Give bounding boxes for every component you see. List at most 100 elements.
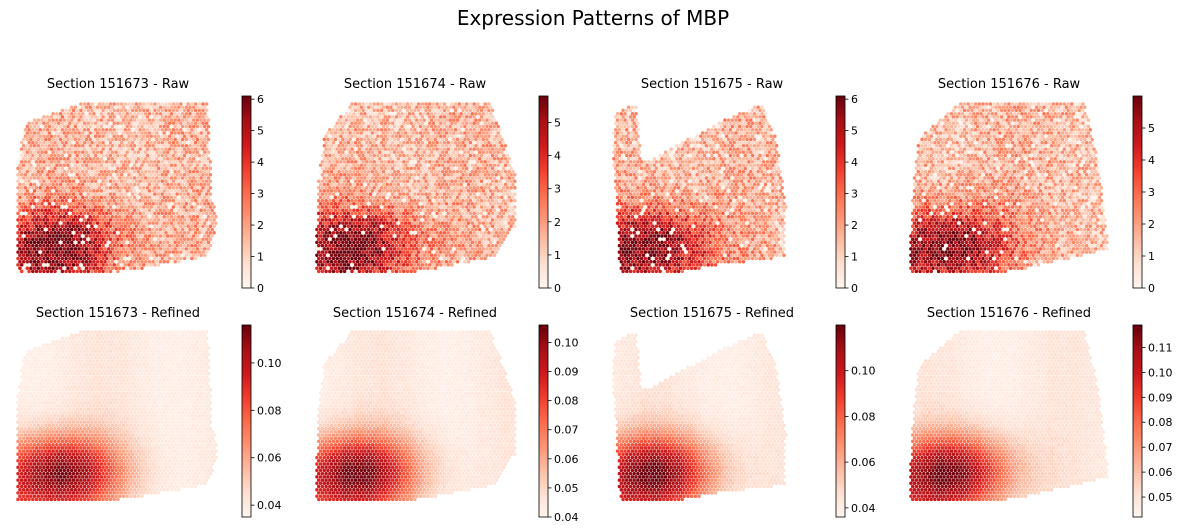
spot [143, 163, 148, 167]
spot [82, 185, 87, 190]
spot [186, 160, 190, 164]
spot [372, 173, 376, 177]
spot [348, 124, 352, 129]
spot [407, 124, 412, 129]
spot [127, 263, 131, 267]
spot [494, 205, 499, 209]
spot [411, 150, 415, 155]
spot [204, 218, 209, 222]
spot [156, 128, 161, 132]
spot [481, 163, 486, 167]
spot [333, 182, 338, 187]
spot [357, 198, 362, 203]
spot [180, 189, 185, 193]
spot [86, 140, 91, 145]
spot [75, 140, 79, 145]
spot [99, 182, 104, 187]
spot [387, 173, 391, 177]
spot [171, 173, 176, 177]
spot [409, 185, 413, 190]
spot [49, 160, 54, 164]
spot [341, 131, 345, 135]
spot [53, 134, 57, 138]
spot [58, 266, 63, 270]
spot [331, 185, 336, 190]
spot [199, 111, 203, 116]
spot [21, 144, 26, 148]
spot [136, 118, 141, 122]
spot [444, 208, 449, 212]
spot [392, 189, 397, 193]
spot [402, 243, 406, 248]
spot [488, 111, 493, 116]
spot [474, 150, 478, 155]
spot [134, 153, 139, 158]
spot [483, 211, 487, 216]
spot [166, 247, 170, 251]
spot [110, 111, 115, 116]
spot [155, 208, 159, 212]
spot [93, 160, 98, 164]
spot [450, 237, 454, 241]
spot [116, 198, 120, 203]
spot [36, 169, 41, 174]
spot [77, 131, 81, 135]
spot [155, 195, 159, 200]
spot [392, 221, 397, 225]
spot [49, 218, 54, 222]
spot [18, 259, 22, 264]
spot [108, 160, 113, 164]
spot [487, 231, 491, 235]
spot [34, 192, 39, 196]
spot [376, 243, 380, 248]
spot [505, 160, 510, 164]
spot [206, 118, 211, 122]
spot [344, 163, 349, 167]
spot [199, 189, 203, 193]
spot [427, 192, 432, 196]
spot [191, 240, 196, 245]
spot [132, 111, 137, 116]
spot [509, 160, 513, 164]
spot [134, 224, 139, 229]
spot [151, 221, 155, 225]
spot [353, 108, 358, 113]
spot [487, 102, 491, 106]
panel-title: Section 151674 - Raw [344, 77, 487, 92]
spot [415, 144, 419, 148]
spot [93, 185, 98, 190]
spot [112, 243, 116, 248]
spot [403, 150, 408, 155]
spot [494, 147, 499, 151]
spot [36, 259, 41, 264]
spot [160, 179, 165, 184]
spot [468, 231, 473, 235]
spot [494, 140, 499, 145]
spot [123, 179, 128, 184]
spot [92, 176, 96, 180]
spot [376, 147, 380, 151]
spot [457, 166, 462, 171]
spot [407, 227, 412, 232]
spot [350, 147, 354, 151]
spot [439, 147, 443, 151]
spot [164, 121, 168, 126]
spot [158, 240, 163, 245]
spot [199, 144, 203, 148]
spot [129, 131, 133, 135]
spot [459, 163, 463, 167]
spot [494, 173, 499, 177]
spot [162, 144, 166, 148]
spot [182, 218, 187, 222]
spot [398, 166, 402, 171]
spot [379, 243, 384, 248]
spot [346, 160, 351, 164]
spot [455, 234, 460, 238]
spot [346, 153, 351, 158]
spot [203, 163, 207, 167]
spot [383, 250, 388, 254]
spot [103, 169, 107, 174]
spot [45, 198, 50, 203]
figure-title: Expression Patterns of MBP [456, 6, 730, 30]
spot [359, 221, 364, 225]
